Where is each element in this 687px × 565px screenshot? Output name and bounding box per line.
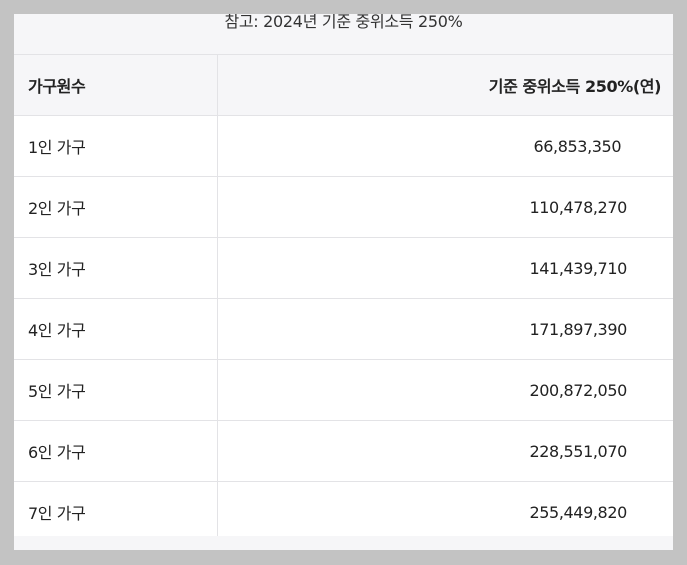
column-header-household: 가구원수	[14, 54, 218, 116]
table-footer-strip	[14, 536, 673, 550]
table-header-row: 가구원수 기준 중위소득 250%(연)	[14, 54, 673, 116]
income-value-cell: 110,478,270	[217, 176, 673, 238]
caption-bar: 참고: 2024년 기준 중위소득 250%	[14, 14, 673, 54]
household-size-cell: 4인 가구	[14, 298, 218, 360]
household-size-cell: 3인 가구	[14, 237, 218, 299]
median-income-table: 가구원수 기준 중위소득 250%(연) 1인 가구 66,853,350 2인…	[14, 54, 673, 543]
household-size-cell: 6인 가구	[14, 420, 218, 482]
income-value-cell: 171,897,390	[217, 298, 673, 360]
table-row: 1인 가구 66,853,350	[14, 115, 673, 177]
table-row: 4인 가구 171,897,390	[14, 298, 673, 360]
household-size-cell: 5인 가구	[14, 359, 218, 421]
income-value-cell: 228,551,070	[217, 420, 673, 482]
table-row: 2인 가구 110,478,270	[14, 176, 673, 238]
table-panel: 참고: 2024년 기준 중위소득 250% 가구원수 기준 중위소득 250%…	[14, 14, 673, 550]
household-size-cell: 7인 가구	[14, 481, 218, 543]
table-row: 3인 가구 141,439,710	[14, 237, 673, 299]
income-value-cell: 66,853,350	[217, 115, 673, 177]
column-header-income: 기준 중위소득 250%(연)	[217, 54, 673, 116]
household-size-cell: 2인 가구	[14, 176, 218, 238]
table-caption: 참고: 2024년 기준 중위소득 250%	[224, 14, 463, 31]
income-value-cell: 255,449,820	[217, 481, 673, 543]
table-row: 6인 가구 228,551,070	[14, 420, 673, 482]
table-row: 5인 가구 200,872,050	[14, 359, 673, 421]
table-row: 7인 가구 255,449,820	[14, 481, 673, 543]
income-value-cell: 200,872,050	[217, 359, 673, 421]
household-size-cell: 1인 가구	[14, 115, 218, 177]
income-value-cell: 141,439,710	[217, 237, 673, 299]
